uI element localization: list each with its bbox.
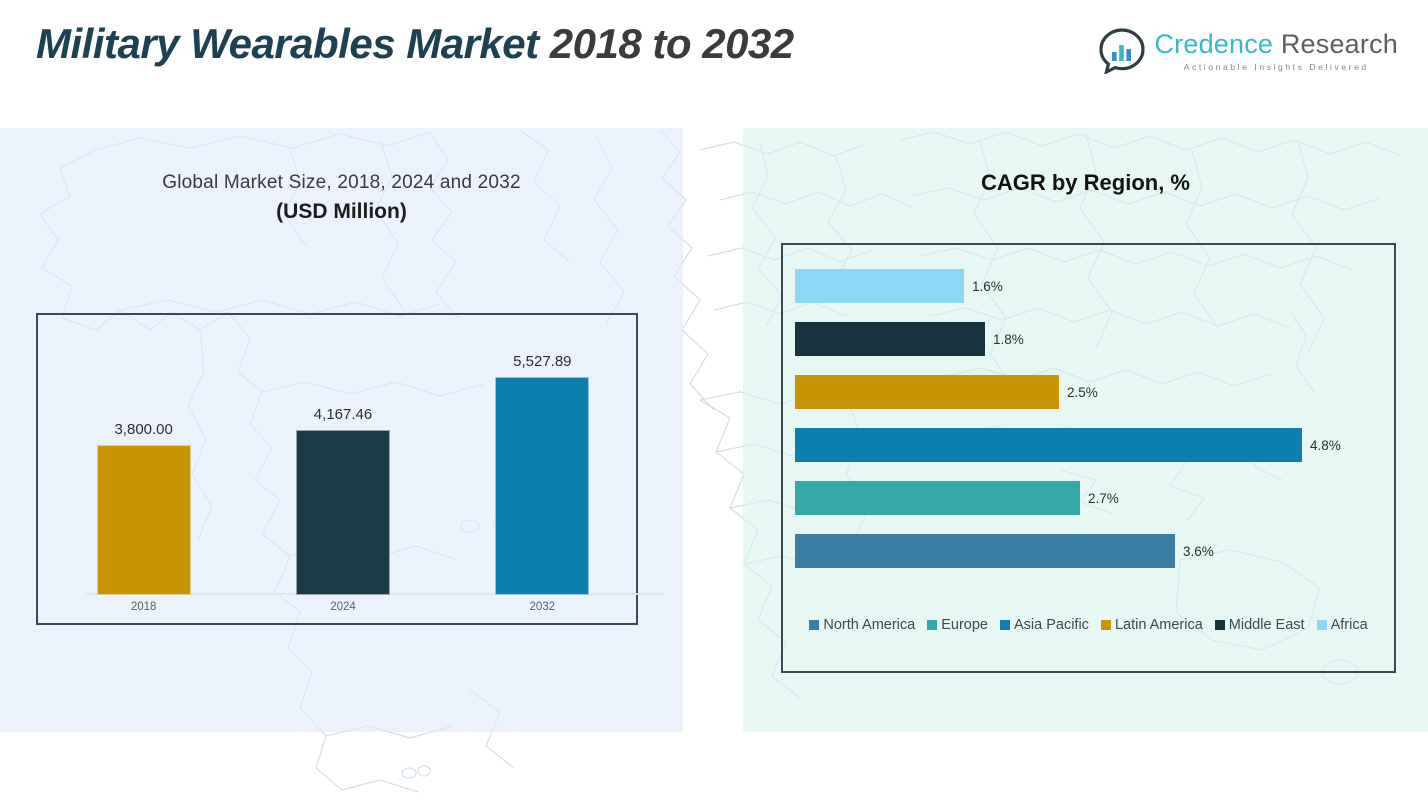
legend-swatch-icon — [999, 620, 1010, 630]
legend-swatch-icon — [1100, 620, 1111, 630]
bar-rect — [795, 269, 964, 303]
page-title: Military Wearables Market 2018 to 2032 — [36, 20, 794, 68]
bar-row: 1.6% — [795, 269, 1003, 303]
right-chart-title: CAGR by Region, % — [980, 170, 1190, 195]
bar-value-label: 3.6% — [1183, 543, 1214, 559]
cagr-by-region-chart: CAGR by Region, % North America Europe Asi… — [743, 128, 1428, 732]
bar-rect — [495, 377, 590, 595]
header: Military Wearables Market 2018 to 2032 C… — [0, 0, 1428, 128]
logo-tagline: Actionable Insights Delivered — [1183, 61, 1369, 72]
bar-category-label: 2024 — [330, 601, 356, 613]
legend-label: Asia Pacific — [1013, 617, 1089, 633]
bar-value-label: 4.8% — [1310, 437, 1341, 453]
page-title-primary: Military Wearables Market — [36, 20, 550, 67]
bar-category-label: 2032 — [529, 601, 556, 613]
bar-value-label: 1.6% — [972, 278, 1003, 294]
bar-column: 5,527.89 2032 — [495, 353, 590, 613]
left-plot-area: 3,800.00 2018 4,167.46 2024 5,527.89 2032 — [36, 313, 664, 625]
bar-column: 4,167.46 2024 — [296, 406, 390, 613]
bar-value-label: 2.7% — [1088, 490, 1119, 506]
legend-swatch-icon — [809, 620, 820, 630]
legend-label: Latin America — [1114, 617, 1203, 633]
legend-item[interactable]: Europe — [927, 617, 988, 633]
bar-rect — [795, 534, 1175, 568]
bar-rect — [96, 445, 191, 595]
bar-column: 3,800.00 2018 — [96, 421, 191, 613]
legend-item[interactable]: Middle East — [1214, 617, 1305, 633]
legend-label: Europe — [941, 617, 988, 633]
bar-rect — [795, 481, 1080, 515]
bar-rect — [795, 428, 1302, 462]
bar-value-label: 4,167.46 — [313, 406, 373, 423]
chart-legend: North America Europe Asia Pacific Latin Ame… — [783, 617, 1394, 633]
bar-value-label: 1.8% — [993, 331, 1024, 347]
bar-row: 2.5% — [795, 375, 1098, 409]
bar-row: 2.7% — [795, 481, 1119, 515]
legend-item[interactable]: Africa — [1316, 617, 1368, 633]
bar-rect — [795, 375, 1059, 409]
legend-label: North America — [823, 617, 916, 633]
bar-rect — [296, 430, 390, 595]
logo-text: Credence Research Actionable Insights De… — [1154, 28, 1398, 72]
legend-item[interactable]: Latin America — [1100, 617, 1203, 633]
right-plot-area: North America Europe Asia Pacific Latin Ame… — [781, 243, 1396, 673]
bar-value-label: 2.5% — [1067, 384, 1098, 400]
logo-word-credence: Credence — [1154, 28, 1274, 59]
logo-word-research: Research — [1273, 28, 1398, 59]
left-chart-title: Global Market Size, 2018, 2024 and 2032 — [162, 172, 521, 193]
legend-item[interactable]: Asia Pacific — [999, 617, 1089, 633]
bar-chart-bubble-icon — [1099, 28, 1146, 74]
legend-label: Africa — [1330, 617, 1368, 633]
bar-row: 3.6% — [795, 534, 1214, 568]
bar-value-label: 5,527.89 — [513, 353, 572, 370]
brand-logo[interactable]: Credence Research Actionable Insights De… — [1099, 28, 1398, 74]
legend-item[interactable]: North America — [809, 617, 915, 633]
bar-rect — [795, 322, 985, 356]
bar-value-label: 3,800.00 — [114, 421, 173, 438]
page-title-years: 2018 to 2032 — [549, 20, 794, 67]
logo-wordmark: Credence Research — [1154, 28, 1398, 59]
global-market-size-chart: Global Market Size, 2018, 2024 and 2032 … — [0, 128, 683, 732]
left-chart-subtitle: (USD Million) — [276, 200, 407, 223]
legend-label: Middle East — [1228, 617, 1305, 633]
bar-category-label: 2018 — [130, 601, 157, 613]
legend-swatch-icon — [1214, 620, 1225, 630]
legend-swatch-icon — [927, 620, 938, 630]
legend-swatch-icon — [1316, 620, 1327, 630]
bar-row: 1.8% — [795, 322, 1024, 356]
bar-row: 4.8% — [795, 428, 1341, 462]
